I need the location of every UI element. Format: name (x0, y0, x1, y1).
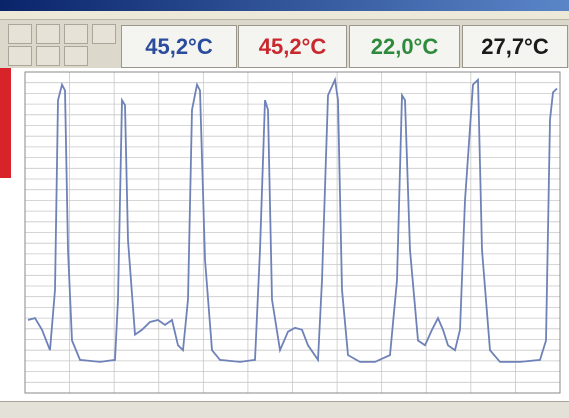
temperature-readout: 22,0°C (349, 25, 460, 68)
toolbar-button[interactable] (64, 46, 88, 66)
toolbar-button[interactable] (36, 46, 60, 66)
toolbar-button[interactable] (8, 46, 32, 66)
chart (24, 71, 561, 394)
title-bar (0, 0, 569, 11)
scrollbar[interactable] (0, 401, 569, 418)
temperature-line (27, 76, 558, 363)
temperature-readout: 45,2°C (121, 25, 237, 68)
menu-bar (0, 11, 569, 20)
temperature-readout: 27,7°C (462, 25, 568, 68)
toolbar-button[interactable] (92, 24, 116, 44)
toolbar-button[interactable] (8, 24, 32, 44)
temperature-readout: 45,2°C (238, 25, 347, 68)
toolbar-button[interactable] (36, 24, 60, 44)
side-tab[interactable] (0, 68, 11, 178)
plot-area (0, 68, 569, 401)
toolbar-button[interactable] (64, 24, 88, 44)
plot-frame (24, 71, 561, 394)
